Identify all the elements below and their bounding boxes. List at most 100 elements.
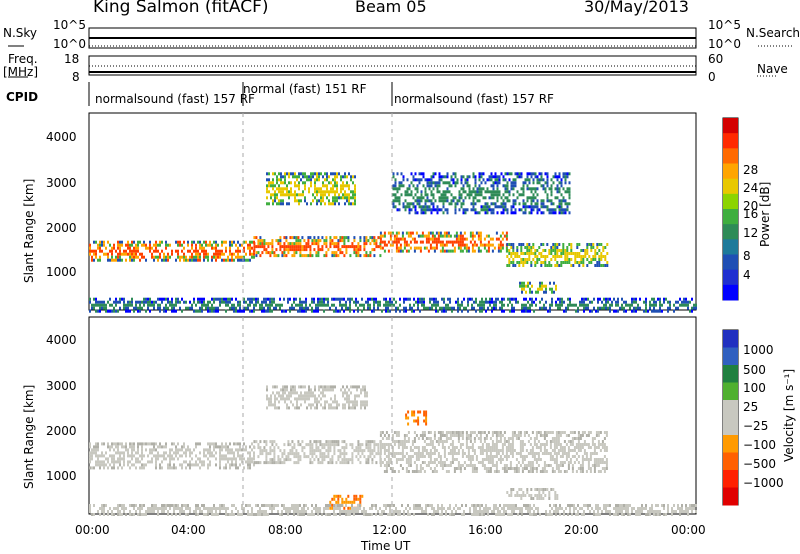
cell-2 <box>493 470 496 473</box>
cell-1 <box>345 248 348 252</box>
cell-6 <box>516 491 519 494</box>
cell-3 <box>556 246 559 249</box>
cell-0 <box>119 454 121 458</box>
cell-2 <box>591 443 594 446</box>
cell-0 <box>171 466 173 470</box>
cell-6 <box>153 300 155 304</box>
cell-2 <box>415 467 418 470</box>
cell-2 <box>391 243 394 247</box>
cell-2 <box>429 231 432 235</box>
cell-6 <box>559 300 561 304</box>
cell-4 <box>332 199 334 203</box>
cell-6 <box>607 306 609 310</box>
cell-6 <box>541 297 543 301</box>
cell-6 <box>523 297 525 301</box>
cell-0 <box>111 258 113 262</box>
cell-7 <box>543 284 545 288</box>
cell-4 <box>278 172 280 176</box>
cell-6 <box>659 306 661 310</box>
cell-0 <box>247 460 249 464</box>
cell-1 <box>355 248 358 252</box>
cell-0 <box>237 240 239 244</box>
cell-0 <box>111 445 113 449</box>
cell-0 <box>225 249 227 253</box>
cell-6 <box>387 300 389 304</box>
cell-6 <box>583 309 585 313</box>
cell-4 <box>284 178 286 182</box>
cell-6 <box>373 306 375 310</box>
cell-6 <box>147 306 149 310</box>
cell-3 <box>290 385 292 389</box>
cell-5 <box>480 172 483 176</box>
cell-0 <box>113 466 115 470</box>
cell-1 <box>345 446 348 450</box>
cell-0 <box>211 255 213 259</box>
cell-5 <box>343 500 346 504</box>
cell-5 <box>524 181 527 185</box>
cell-3 <box>582 264 585 267</box>
cell-0 <box>211 258 213 262</box>
cell-3 <box>352 403 354 407</box>
cell-3 <box>320 385 322 389</box>
cell-0 <box>249 249 251 253</box>
cell-5 <box>538 181 541 185</box>
cell-0 <box>215 258 217 262</box>
cell-5 <box>506 211 509 215</box>
cell-6 <box>201 306 203 310</box>
cell-7 <box>151 504 153 507</box>
cell-0 <box>181 249 183 253</box>
cell-6 <box>347 297 349 301</box>
cell-5 <box>428 184 431 188</box>
cell-0 <box>107 255 109 259</box>
cell-2 <box>483 431 486 434</box>
cell-3 <box>362 385 364 389</box>
cell-3 <box>324 388 326 392</box>
cell-5 <box>502 178 505 182</box>
cell-2 <box>569 440 572 443</box>
cell-6 <box>321 297 323 301</box>
cell-4 <box>290 190 292 194</box>
cell-6 <box>355 300 357 304</box>
cell-6 <box>509 297 511 301</box>
cell-6 <box>177 297 179 301</box>
cell-6 <box>313 309 315 313</box>
cell-5 <box>434 184 437 188</box>
cell-2 <box>499 431 502 434</box>
cell-2 <box>527 464 530 467</box>
cell-7 <box>227 507 229 510</box>
cell-5 <box>492 190 495 194</box>
cell-6 <box>131 303 133 307</box>
cell-2 <box>603 449 606 452</box>
cell-2 <box>423 449 426 452</box>
cell-0 <box>221 249 223 253</box>
cell-6 <box>333 309 335 313</box>
cell-6 <box>265 300 267 304</box>
cell-2 <box>569 458 572 461</box>
cell-6 <box>497 297 499 301</box>
cell-6 <box>605 297 607 301</box>
cell-1 <box>297 443 300 447</box>
cell-2 <box>451 440 454 443</box>
cell-6 <box>435 297 437 301</box>
cell-0 <box>209 463 211 467</box>
cell-6 <box>521 303 523 307</box>
cell-2 <box>577 446 580 449</box>
cell-2 <box>385 461 388 464</box>
cell-5 <box>420 211 423 215</box>
cell-6 <box>645 306 647 310</box>
cell-2 <box>599 461 602 464</box>
cell-6 <box>544 488 547 491</box>
cell-2 <box>467 249 470 253</box>
cell-0 <box>93 466 95 470</box>
power-heatmap-cells <box>89 172 697 313</box>
cell-4 <box>284 187 286 191</box>
cell-6 <box>321 300 323 304</box>
cell-0 <box>91 457 93 461</box>
cell-6 <box>243 309 245 313</box>
cell-5 <box>556 175 559 179</box>
cell-7 <box>213 504 215 507</box>
cell-0 <box>117 466 119 470</box>
cell-6 <box>287 300 289 304</box>
cell-6 <box>625 300 627 304</box>
cell-2 <box>499 249 502 253</box>
